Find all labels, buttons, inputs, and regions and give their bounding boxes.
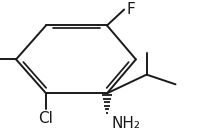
- Text: NH₂: NH₂: [111, 116, 140, 131]
- Text: Cl: Cl: [39, 111, 54, 126]
- Text: F: F: [126, 2, 135, 17]
